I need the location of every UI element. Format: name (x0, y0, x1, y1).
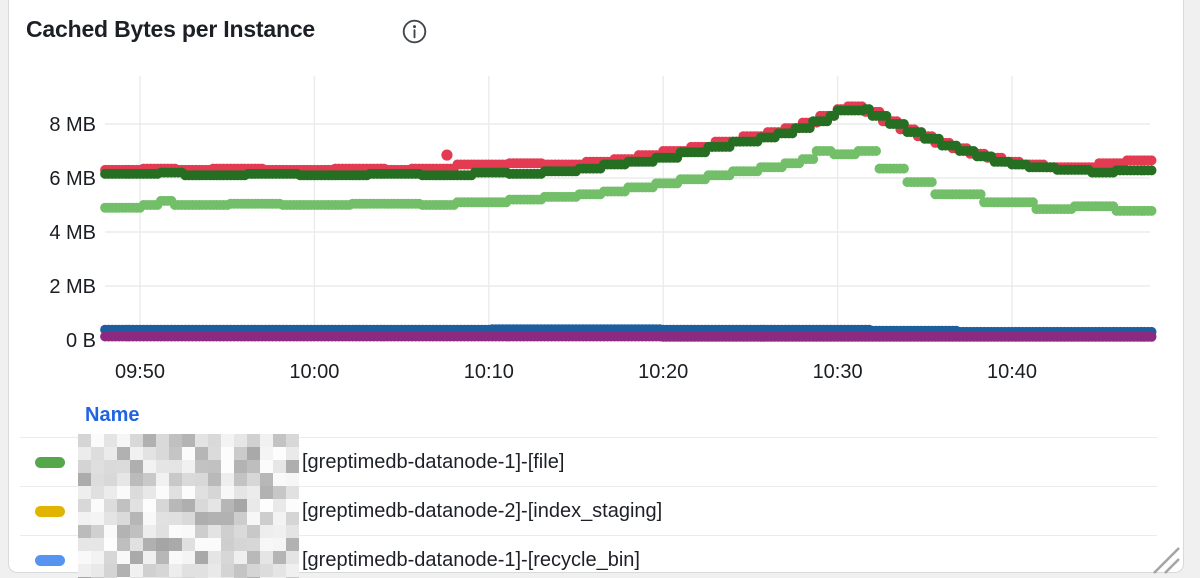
legend-row-label: [greptimedb-datanode-1]-[recycle_bin] (302, 548, 640, 571)
redaction-pixelated-block (78, 434, 308, 578)
series-color-marker-icon (35, 505, 65, 517)
chart-plot-area[interactable] (105, 72, 1150, 340)
legend-table: Name [greptimedb-datanode-1]-[file] [grep… (20, 404, 1157, 578)
legend-row-label: [greptimedb-datanode-1]-[file] (302, 450, 565, 473)
legend-row[interactable]: [greptimedb-datanode-1]-[recycle_bin] (20, 535, 1157, 578)
series-color-marker-icon (35, 554, 65, 566)
series-color-marker-icon (35, 456, 65, 468)
legend-row[interactable]: [greptimedb-datanode-2]-[index_staging] (20, 486, 1157, 535)
legend-name-column-header[interactable]: Name (85, 404, 140, 426)
panel-title: Cached Bytes per Instance (26, 16, 316, 42)
legend-row-label: [greptimedb-datanode-2]-[index_staging] (302, 499, 663, 522)
legend-row[interactable]: [greptimedb-datanode-1]-[file] (20, 437, 1157, 486)
info-icon[interactable] (401, 18, 428, 45)
panel-resize-handle-icon[interactable] (1148, 540, 1188, 576)
